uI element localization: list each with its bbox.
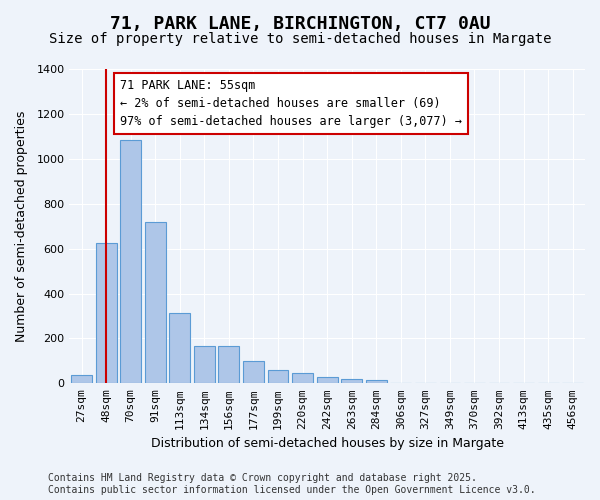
Text: 71, PARK LANE, BIRCHINGTON, CT7 0AU: 71, PARK LANE, BIRCHINGTON, CT7 0AU (110, 15, 490, 33)
Bar (218, 346, 239, 384)
Y-axis label: Number of semi-detached properties: Number of semi-detached properties (15, 110, 28, 342)
Bar (243, 361, 264, 384)
Text: Contains HM Land Registry data © Crown copyright and database right 2025.
Contai: Contains HM Land Registry data © Crown c… (48, 474, 536, 495)
Bar (96, 243, 116, 384)
Bar (145, 222, 166, 384)
Bar (317, 376, 338, 384)
Text: Size of property relative to semi-detached houses in Margate: Size of property relative to semi-detach… (49, 32, 551, 46)
Bar (366, 380, 387, 384)
Bar (169, 312, 190, 384)
X-axis label: Distribution of semi-detached houses by size in Margate: Distribution of semi-detached houses by … (151, 437, 503, 450)
Bar (120, 140, 141, 384)
Bar (341, 380, 362, 384)
Bar (194, 346, 215, 384)
Bar (71, 375, 92, 384)
Bar (292, 373, 313, 384)
Text: 71 PARK LANE: 55sqm
← 2% of semi-detached houses are smaller (69)
97% of semi-de: 71 PARK LANE: 55sqm ← 2% of semi-detache… (119, 79, 461, 128)
Bar (268, 370, 289, 384)
